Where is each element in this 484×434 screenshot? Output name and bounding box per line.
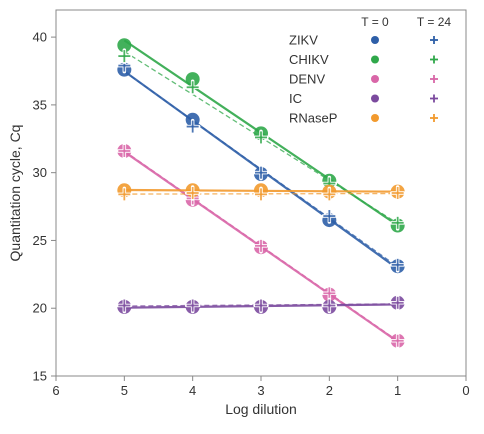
x-tick-label: 2 bbox=[326, 383, 333, 398]
x-tick-label: 0 bbox=[462, 383, 469, 398]
y-axis-title: Quantitation cycle, Cq bbox=[7, 125, 23, 262]
point-ic-t24 bbox=[116, 297, 133, 314]
legend-label-rnasep: RNaseP bbox=[289, 111, 337, 126]
y-tick-label: 20 bbox=[33, 301, 47, 316]
legend-dot-chikv bbox=[371, 55, 379, 64]
x-tick-label: 3 bbox=[257, 383, 264, 398]
x-axis-title: Log dilution bbox=[225, 401, 297, 417]
series-rnasep bbox=[116, 183, 406, 203]
legend-dot-ic bbox=[371, 94, 379, 103]
point-chikv-t24 bbox=[253, 129, 269, 146]
legend-label-chikv: CHIKV bbox=[289, 52, 329, 67]
point-ic-t24 bbox=[253, 297, 269, 314]
point-zikv-t24 bbox=[389, 257, 406, 273]
x-tick-label: 1 bbox=[394, 383, 401, 398]
legend-label-ic: IC bbox=[289, 91, 302, 106]
series-chikv bbox=[116, 38, 406, 233]
point-rnasep-t24 bbox=[253, 186, 269, 203]
point-chikv-t24 bbox=[184, 79, 201, 96]
point-chikv-t24 bbox=[116, 48, 133, 64]
legend-header-t24: T = 24 bbox=[417, 15, 451, 29]
legend: T = 0 T = 24 ZIKV CHIKV DENV IC RNaseP bbox=[289, 15, 451, 126]
point-ic-t24 bbox=[389, 295, 406, 311]
point-denv-t24 bbox=[116, 143, 133, 159]
legend-label-denv: DENV bbox=[289, 72, 325, 87]
point-zikv-t24 bbox=[184, 118, 201, 135]
legend-dot-denv bbox=[371, 75, 379, 83]
point-zikv-t24 bbox=[321, 208, 338, 224]
point-chikv-t0 bbox=[185, 72, 200, 87]
legend-dot-zikv bbox=[371, 36, 379, 44]
point-ic-t24 bbox=[184, 297, 201, 314]
point-rnasep-t24 bbox=[184, 185, 201, 201]
point-ic-t24 bbox=[321, 297, 338, 314]
y-tick-label: 25 bbox=[33, 233, 47, 248]
point-rnasep-t24 bbox=[321, 186, 338, 203]
legend-label-zikv: ZIKV bbox=[289, 33, 318, 48]
series-ic bbox=[116, 295, 406, 314]
legend-header-t0: T = 0 bbox=[361, 15, 389, 29]
point-denv-t24 bbox=[389, 333, 406, 349]
y-tick-label: 35 bbox=[33, 97, 47, 112]
y-tick-label: 40 bbox=[33, 30, 47, 45]
x-tick-label: 6 bbox=[52, 383, 59, 398]
point-chikv-t0 bbox=[117, 38, 132, 53]
x-tick-label: 5 bbox=[121, 383, 128, 398]
plot-area bbox=[116, 38, 406, 349]
point-rnasep-t24 bbox=[116, 186, 133, 203]
y-tick-label: 30 bbox=[33, 165, 47, 180]
point-denv-t24 bbox=[321, 285, 338, 302]
point-chikv-t24 bbox=[389, 215, 406, 231]
x-tick-label: 4 bbox=[189, 383, 196, 398]
point-denv-t24 bbox=[253, 238, 269, 254]
point-zikv-t24 bbox=[253, 164, 269, 181]
point-rnasep-t24 bbox=[389, 185, 406, 201]
legend-dot-rnasep bbox=[371, 114, 379, 122]
series-denv bbox=[116, 143, 406, 349]
y-tick-label: 15 bbox=[33, 369, 47, 384]
